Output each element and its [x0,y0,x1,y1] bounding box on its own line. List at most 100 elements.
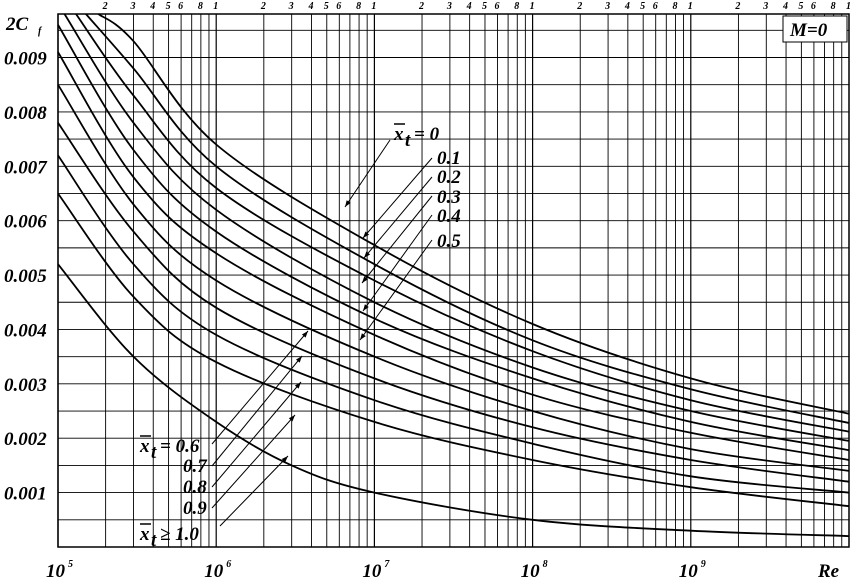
x-tick-label: 10 [679,561,699,582]
y-tick-label: 0.006 [4,212,47,233]
x-minor-tick-label: 8 [831,1,836,12]
annotation-value: 0.4 [437,206,461,227]
x-minor-tick-label: 5 [166,1,171,12]
x-minor-tick-label: 2 [102,1,108,12]
y-tick-label: 0.009 [4,49,47,70]
x-minor-tick-label: 6 [495,1,500,12]
x-minor-tick-label: 8 [514,1,519,12]
annotation-leader-line [359,239,433,341]
condition-label: M=0 [789,20,828,41]
x-minor-tick-label: 4 [149,1,155,12]
x-minor-tick-label: 8 [356,1,361,12]
x-minor-tick-label: 6 [178,1,183,12]
annotation-leader-line [363,176,433,259]
plot-frame [57,13,850,548]
annotation-arrowhead [281,456,288,463]
annotation-arrowhead [363,304,369,311]
series-line-0-7 [57,122,850,483]
annotation-value: 0.2 [437,167,461,188]
x-tick-label: 10 [362,561,382,582]
annotation-x-symbol: x [139,436,150,457]
annotation-x-subscript: t [151,530,157,551]
x-tick-exponent: 9 [701,559,706,570]
y-tick-label: 0.005 [4,266,47,287]
y-tick-label: 0.001 [4,484,47,505]
series-line-0-5 [57,51,850,461]
x-minor-tick-label: 6 [653,1,658,12]
x-minor-tick-label: 2 [734,1,740,12]
grid [57,14,849,547]
x-minor-tick-label: 4 [307,1,313,12]
x-minor-tick-label: 6 [811,1,816,12]
x-minor-tick-label: 4 [466,1,472,12]
series-line-0-2 [75,13,850,433]
y-axis-label-subscript: f [38,26,43,37]
x-minor-tick-label: 5 [798,1,803,12]
x-minor-tick-label: 3 [762,1,768,12]
x-minor-tick-label: 1 [688,1,693,12]
x-minor-tick-label: 1 [213,1,218,12]
x-minor-tick-label: 4 [782,1,788,12]
condition-box [782,15,848,43]
series-line-0 [97,13,850,415]
series-line-0-1 [85,13,850,424]
annotation-leader-line [362,157,433,239]
x-axis-label: Re [817,561,840,582]
x-minor-tick-label: 3 [604,1,610,12]
x-minor-tick-label: 2 [260,1,266,12]
x-tick-label: 10 [46,561,66,582]
x-minor-tick-label: 8 [198,1,203,12]
series-line-0-3 [63,13,850,442]
axis-labels: 0.001 0.002 0.003 0.004 0.005 0.006 0.007 0.008… [4,1,851,582]
annotation-value: = 0 [414,124,440,145]
x-tick-exponent: 6 [226,559,231,570]
x-minor-tick-label: 5 [482,1,487,12]
y-tick-label: 0.002 [4,429,47,450]
series-line-0-9 [57,192,850,508]
annotation-leader-line [361,195,433,284]
x-tick-label: 10 [521,561,541,582]
annotation-arrowhead [288,415,295,422]
x-tick-exponent: 5 [68,559,73,570]
annotation-leader-line [211,414,296,509]
x-minor-tick-label: 2 [576,1,582,12]
x-minor-tick-label: 5 [324,1,329,12]
x-tick-exponent: 7 [384,559,390,570]
curves [57,13,850,537]
annotation-arrowhead [295,356,302,363]
x-minor-tick-label: 2 [418,1,424,12]
x-minor-tick-label: 3 [129,1,135,12]
annotation-arrowhead [301,331,308,338]
y-tick-label: 0.008 [4,103,47,124]
annotation-x-symbol: x [393,124,404,145]
x-minor-tick-label: 1 [530,1,535,12]
x-minor-tick-label: 5 [640,1,645,12]
x-minor-tick-label: 3 [288,1,294,12]
annotation-value: 0.3 [437,187,461,208]
x-tick-exponent: 8 [543,559,548,570]
annotation-arrowhead [360,333,366,340]
annotation-arrowhead [363,231,370,238]
annotation-value: ≥ 1.0 [160,524,199,545]
annotation-value: 0.5 [437,231,461,252]
annotation-x-subscript: t [151,442,157,463]
annotation-value: 0.9 [183,498,207,519]
series-line-0-8 [57,154,850,494]
y-tick-label: 0.003 [4,375,47,396]
x-tick-label: 10 [204,561,224,582]
x-minor-tick-label: 1 [846,1,851,12]
curve-annotations: x t = 00.10.20.30.40.5x t = 0.60.70.80.9x t ≥ … [139,123,461,551]
annotation-value: 0.7 [183,456,208,477]
annotation-x-subscript: t [405,130,411,151]
annotation-arrowhead [364,251,371,258]
annotation-value: 0.8 [183,477,207,498]
annotation-leader-line [211,381,302,488]
x-minor-tick-label: 3 [446,1,452,12]
series-line-1-0 [57,263,850,537]
annotation-x-symbol: x [139,524,150,545]
series-line-0-4 [57,24,850,452]
annotation-leader-line [211,330,309,445]
x-minor-tick-label: 1 [371,1,376,12]
series-line-0-6 [57,84,850,472]
